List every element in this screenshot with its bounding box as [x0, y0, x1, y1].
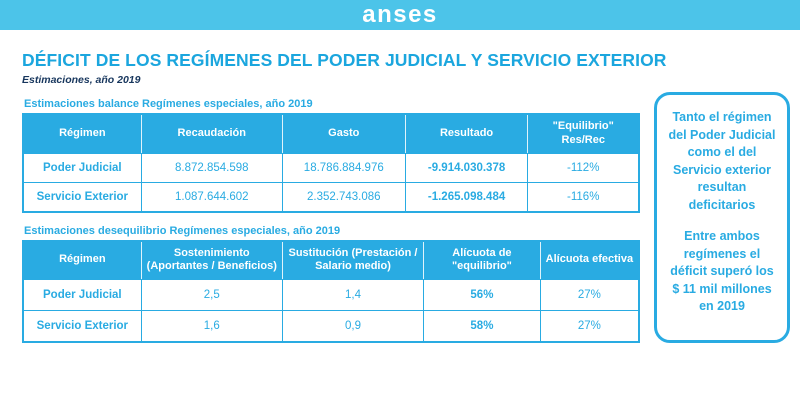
balance-header-gasto: Gasto	[281, 115, 405, 153]
cell-alicuota-equilibrio: 56%	[423, 279, 540, 310]
tables-column: Estimaciones balance Regímenes especiale…	[22, 92, 640, 343]
cell-resultado: -9.914.030.378	[404, 152, 528, 182]
balance-table-caption: Estimaciones balance Regímenes especiale…	[24, 98, 313, 110]
content-row: Estimaciones balance Regímenes especiale…	[22, 92, 790, 343]
cell-sostenimiento: 2,5	[140, 279, 282, 310]
cell-alicuota-efectiva: 27%	[539, 310, 638, 341]
balance-header-resultado: Resultado	[404, 115, 528, 153]
page-subtitle: Estimaciones, año 2019	[22, 74, 141, 86]
balance-table: Régimen Recaudación Gasto Resultado "Equ…	[22, 113, 640, 213]
desequilibrio-table-caption: Estimaciones desequilibrio Regímenes esp…	[24, 224, 341, 237]
balance-header-row: Régimen Recaudación Gasto Resultado "Equ…	[24, 115, 638, 153]
cell-recaudacion: 1.087.644.602	[140, 181, 282, 211]
balance-header-regimen: Régimen	[24, 115, 141, 153]
table-row: Servicio Exterior 1,6 0,9 58% 27%	[24, 310, 638, 341]
cell-recaudacion: 8.872.854.598	[140, 152, 282, 182]
balance-header-equilibrio: "Equilibrio" Res/Rec	[527, 115, 638, 153]
table-row: Servicio Exterior 1.087.644.602 2.352.74…	[24, 181, 638, 211]
deseq-header-sostenimiento: Sostenimiento (Aportantes / Beneficios)	[140, 241, 282, 279]
slide-body: DÉFICIT DE LOS REGÍMENES DEL PODER JUDIC…	[0, 30, 800, 349]
cell-sustitucion: 0,9	[281, 310, 424, 341]
cell-gasto: 2.352.743.086	[281, 181, 405, 211]
cell-alicuota-equilibrio: 58%	[423, 310, 540, 341]
anses-logo-bar: anses	[0, 0, 800, 30]
cell-equilibrio: -112%	[527, 152, 638, 182]
desequilibrio-table: Régimen Sostenimiento (Aportantes / Bene…	[22, 239, 640, 343]
cell-regimen: Servicio Exterior	[24, 181, 141, 211]
balance-header-recaudacion: Recaudación	[140, 115, 282, 153]
deseq-header-alicuota-equilibrio: Alícuota de "equilibrio"	[423, 241, 540, 279]
page-title: DÉFICIT DE LOS REGÍMENES DEL PODER JUDIC…	[22, 50, 667, 70]
cell-regimen: Poder Judicial	[24, 279, 141, 310]
table-row: Poder Judicial 2,5 1,4 56% 27%	[24, 279, 638, 310]
table-row: Poder Judicial 8.872.854.598 18.786.884.…	[24, 152, 638, 182]
cell-sostenimiento: 1,6	[140, 310, 282, 341]
desequilibrio-header-row: Régimen Sostenimiento (Aportantes / Bene…	[24, 241, 638, 279]
cell-alicuota-efectiva: 27%	[539, 279, 638, 310]
cell-gasto: 18.786.884.976	[281, 152, 405, 182]
cell-sustitucion: 1,4	[281, 279, 424, 310]
deseq-header-regimen: Régimen	[24, 241, 141, 279]
callout-text-1: Tanto el régimen del Poder Judicial como…	[668, 110, 776, 212]
cell-equilibrio: -116%	[527, 181, 638, 211]
anses-logo: anses	[362, 1, 438, 28]
callout-box: Tanto el régimen del Poder Judicial como…	[654, 92, 790, 343]
cell-regimen: Poder Judicial	[24, 152, 141, 182]
callout-text-2: Entre ambos regímenes el déficit superó …	[670, 229, 774, 313]
cell-regimen: Servicio Exterior	[24, 310, 141, 341]
deseq-header-sustitucion: Sustitución (Prestación / Salario medio)	[281, 241, 424, 279]
deseq-header-alicuota-efectiva: Alícuota efectiva	[539, 241, 638, 279]
cell-resultado: -1.265.098.484	[404, 181, 528, 211]
